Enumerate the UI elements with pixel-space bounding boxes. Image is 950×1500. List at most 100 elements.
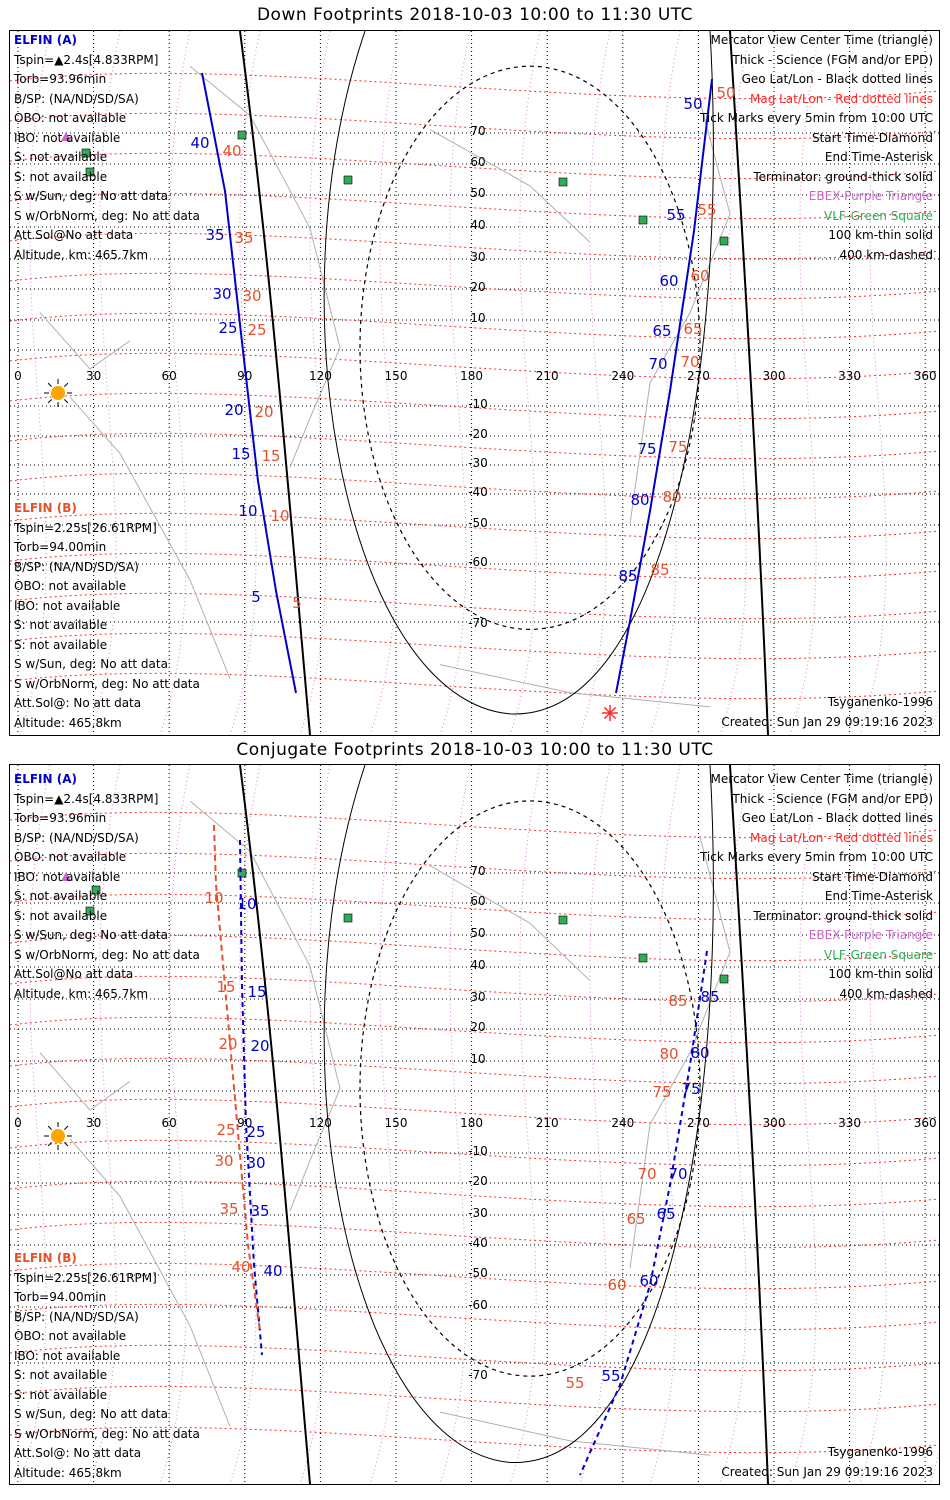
lon-tick-label: 90 <box>237 1116 252 1130</box>
lat-tick-label: -40 <box>468 485 488 499</box>
mag-lat-line <box>10 632 939 660</box>
elfin-b-tick-label: 20 <box>254 403 273 421</box>
lat-tick-label: -70 <box>468 616 488 630</box>
elfin-a-track-2 <box>579 950 708 1476</box>
lat-tick-label: 50 <box>470 186 485 200</box>
elfin-b-line: Torb=94.00min <box>14 540 107 554</box>
footprint-map-down: 0 30 60 90 120 150 180 210 240 270 300 330 360 70 60 50… <box>10 31 939 735</box>
terminator-line <box>729 765 769 1484</box>
elfin-b-tick-label-2: 75 <box>668 438 687 456</box>
lon-tick-label: 180 <box>460 1116 483 1130</box>
elfin-b-line: OBO: not available <box>14 1329 127 1343</box>
elfin-a-tick-label: 35 <box>205 226 224 244</box>
mag-lat-line <box>10 1139 939 1167</box>
lon-tick-label: 300 <box>763 1116 786 1130</box>
legend-item: EBEX-Purple Triangle <box>808 189 933 203</box>
coastline <box>629 101 731 524</box>
lat-tick-label: -20 <box>468 1174 488 1188</box>
range-100km <box>323 31 714 715</box>
mag-lon-line <box>369 765 401 1484</box>
mag-lat-line <box>10 152 939 180</box>
mag-lon-line <box>719 31 751 735</box>
mag-lon-line <box>299 765 331 1484</box>
lat-tick-label: -50 <box>468 1266 488 1280</box>
lon-tick-label: 120 <box>309 1116 332 1130</box>
mag-lon-line <box>859 31 891 735</box>
lon-tick-label: 30 <box>86 369 101 383</box>
legend-item: End Time-Asterisk <box>824 889 933 903</box>
elfin-a-tick-label-2: 80 <box>630 491 649 509</box>
elfin-b-line: Altitude: 465.8km <box>14 1465 122 1480</box>
vlf-station-square <box>91 885 101 895</box>
mag-lon-line <box>649 765 681 1484</box>
mag-lon-line <box>19 31 51 735</box>
elfin-a-tick-label: 40 <box>263 1262 282 1280</box>
mag-lon-line <box>19 765 51 1484</box>
mag-lat-line <box>10 1303 939 1331</box>
elfin-a-info: ELFIN (A) Tspin=▲2.4s[4.833RPM] Torb=93.… <box>14 770 200 1004</box>
lat-tick-label: -40 <box>468 1236 488 1250</box>
elfin-b-tick-label: 40 <box>222 142 241 160</box>
coastline <box>429 129 591 243</box>
mag-lon-line <box>439 765 471 1484</box>
elfin-b-tick-label: 15 <box>216 978 235 996</box>
lat-tick-label: 50 <box>470 926 485 940</box>
elfin-b-tick-label-2: 80 <box>659 1045 678 1063</box>
elfin-b-tick-label-2: 60 <box>607 1276 626 1294</box>
lon-tick-label: 240 <box>611 1116 634 1130</box>
elfin-a-line: Altitude, km: 465.7km <box>14 247 149 262</box>
vlf-station-square <box>558 177 568 187</box>
vlf-station-square <box>719 236 729 246</box>
elfin-a-line: OBO: not available <box>14 111 127 125</box>
elfin-a-line: Tspin=▲2.4s[4.833RPM] <box>14 52 159 67</box>
vlf-station-square <box>81 148 91 158</box>
elfin-b-tick-label-2: 70 <box>680 353 699 371</box>
lon-tick-label: 150 <box>385 369 408 383</box>
lon-tick-label: 90 <box>237 369 252 383</box>
mag-lon-line <box>299 31 331 735</box>
panel-title-down: Down Footprints 2018-10-03 10:00 to 11:3… <box>256 5 694 25</box>
terminator-line <box>729 31 769 735</box>
lon-tick-label: 360 <box>914 369 937 383</box>
terminator-line <box>239 31 311 735</box>
elfin-a-line: OBO: not available <box>14 850 127 864</box>
elfin-a-tick-label-2: 60 <box>639 1272 658 1290</box>
elfin-a-line: B/SP: (NA/ND/SD/SA) <box>14 830 139 845</box>
elfin-b-tick-label: 40 <box>231 1258 250 1276</box>
elfin-b-heading: ELFIN (B) <box>14 1251 77 1265</box>
elfin-b-tick-label: 5 <box>292 594 302 612</box>
elfin-b-tick-label-2: 65 <box>626 1210 645 1228</box>
elfin-b-tick-label-2: 60 <box>690 267 709 285</box>
elfin-a-tick-label-2: 50 <box>683 95 702 113</box>
lon-tick-label: 210 <box>536 1116 559 1130</box>
elfin-a-line: Torb=93.96min <box>14 811 107 825</box>
elfin-b-line: S w/Sun, deg: No att data <box>14 1407 168 1421</box>
lat-tick-label: -50 <box>468 516 488 530</box>
elfin-a-line: IBO: not available <box>14 869 121 884</box>
legend-item: VLF-Green Square <box>824 947 933 962</box>
mag-lon-line <box>159 31 191 735</box>
elfin-b-tick-label-2: 65 <box>683 320 702 338</box>
elfin-b-tick-label: 30 <box>214 1152 233 1170</box>
lat-tick-label: -10 <box>468 397 488 411</box>
elfin-a-tick-label: 15 <box>231 445 250 463</box>
terminator-line <box>239 765 311 1484</box>
sun-icon <box>51 1129 65 1143</box>
elfin-a-tick-label-2: 55 <box>666 206 685 224</box>
lon-tick-label: 60 <box>162 1116 177 1130</box>
sun-ray <box>47 1125 52 1130</box>
lat-tick-label: 20 <box>470 1020 485 1034</box>
range-400km <box>359 65 701 630</box>
lat-tick-label: -70 <box>468 1368 488 1382</box>
legend-item: Start Time-Diamond <box>811 869 933 884</box>
lat-tick-label: -30 <box>468 1206 488 1220</box>
elfin-b-info: ELFIN (B) Tspin=2.25s[26.61RPM] Torb=94.… <box>14 499 200 733</box>
mag-lon-line <box>369 31 401 735</box>
vlf-station-square <box>638 215 648 225</box>
legend-item: Mercator View Center Time (triangle) <box>710 772 933 786</box>
elfin-a-line: Att.Sol@No att data <box>14 228 134 242</box>
mag-lon-line <box>509 765 541 1484</box>
mag-lon-line <box>229 765 261 1484</box>
elfin-b-tick-label-2: 55 <box>697 201 716 219</box>
legend-item: 400 km-dashed <box>839 986 933 1001</box>
